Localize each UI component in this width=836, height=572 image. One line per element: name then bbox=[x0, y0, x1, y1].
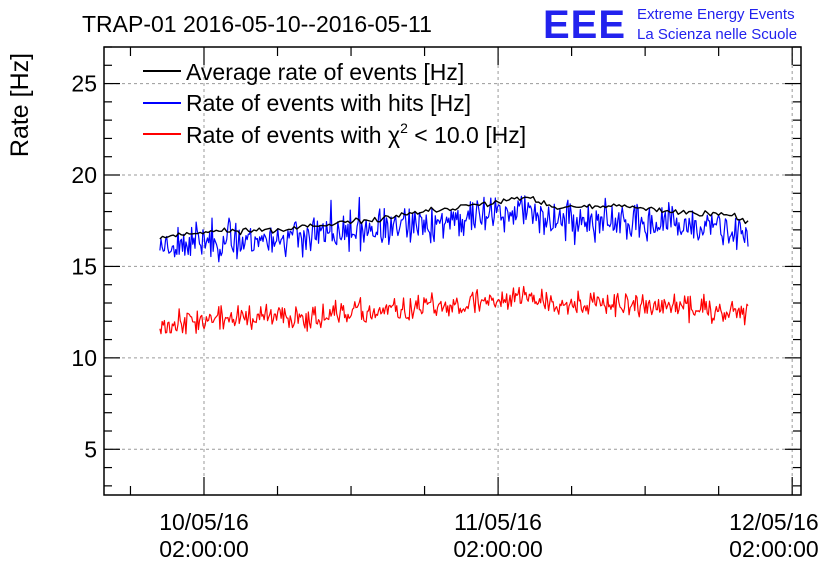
legend: Average rate of events [Hz] Rate of even… bbox=[143, 59, 526, 148]
y-tick-label: 25 bbox=[71, 71, 97, 97]
series-line-2 bbox=[159, 285, 749, 335]
y-tick-label: 20 bbox=[71, 162, 97, 188]
x-tick-label-time: 02:00:00 bbox=[453, 536, 543, 562]
brand-line-1: Extreme Energy Events bbox=[637, 6, 795, 23]
eee-logo: EEE Extreme Energy Events La Scienza nel… bbox=[543, 3, 797, 47]
x-tick-label-date: 12/05/16 bbox=[729, 509, 819, 535]
grid bbox=[104, 47, 801, 495]
series-layer bbox=[159, 195, 749, 335]
x-tick-label-time: 02:00:00 bbox=[729, 536, 819, 562]
y-tick-label: 10 bbox=[71, 345, 97, 371]
eee-logo-mark: EEE bbox=[543, 3, 626, 47]
y-tick-label: 15 bbox=[71, 253, 97, 279]
x-tick-label-date: 11/05/16 bbox=[454, 509, 542, 535]
plot-frame bbox=[103, 46, 802, 496]
series-line-1 bbox=[159, 195, 749, 263]
y-axis-label: Rate [Hz] bbox=[6, 53, 34, 157]
chart-title: TRAP-01 2016-05-10--2016-05-11 bbox=[82, 11, 432, 37]
legend-label-chi2: Rate of events with χ2 < 10.0 [Hz] bbox=[186, 120, 526, 148]
y-tick-label: 5 bbox=[84, 436, 97, 462]
legend-label-average: Average rate of events [Hz] bbox=[186, 59, 464, 85]
series-line-0 bbox=[159, 196, 749, 240]
x-tick-label-date: 10/05/16 bbox=[159, 509, 249, 535]
brand-line-2: La Scienza nelle Scuole bbox=[637, 26, 797, 43]
x-tick-label-time: 02:00:00 bbox=[159, 536, 249, 562]
y-tick-labels: 5 10 15 20 25 bbox=[71, 71, 97, 463]
x-tick-labels: 10/05/1602:00:0011/05/1602:00:0012/05/16… bbox=[159, 509, 818, 562]
legend-label-hits: Rate of events with hits [Hz] bbox=[186, 90, 471, 116]
plot-border bbox=[103, 46, 802, 496]
